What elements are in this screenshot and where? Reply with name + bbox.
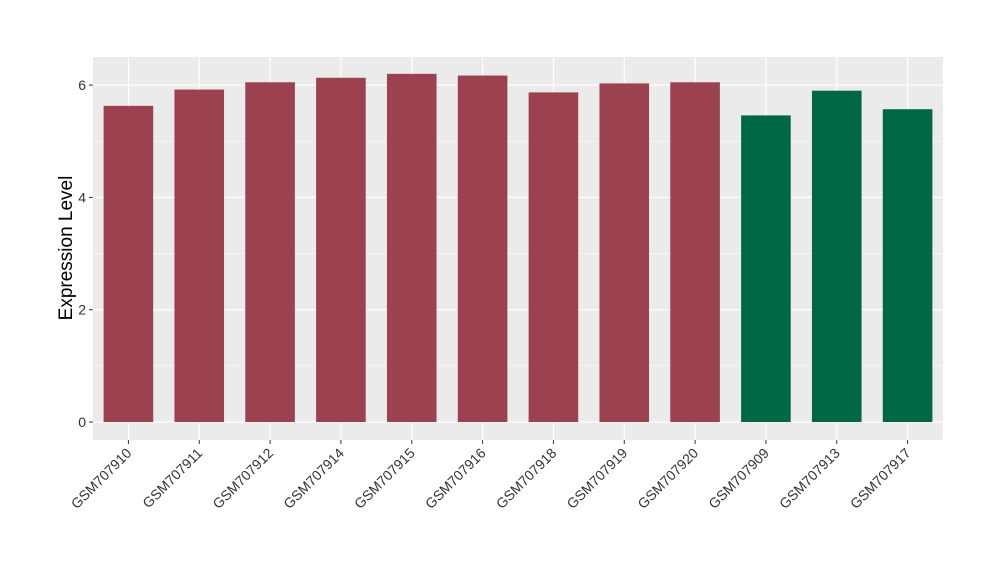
x-tick-label: GSM707916	[422, 445, 489, 512]
bar	[670, 82, 720, 423]
bar	[528, 92, 579, 423]
bar	[174, 89, 225, 423]
x-tick-label: GSM707918	[493, 445, 560, 512]
x-tick-label: GSM707920	[634, 445, 701, 512]
x-tick-label: GSM707915	[351, 445, 418, 512]
bar	[599, 83, 650, 423]
bars	[103, 73, 933, 423]
y-tick-label: 0	[78, 414, 86, 430]
y-tick-label: 4	[78, 189, 86, 205]
x-tick-label: GSM707917	[847, 445, 914, 512]
bar	[882, 109, 933, 423]
y-axis: 0 2 4 6	[78, 77, 93, 430]
plot-panel	[93, 57, 943, 440]
bar	[386, 73, 437, 423]
y-axis-title: Expression Level	[56, 176, 77, 321]
bar	[316, 77, 366, 423]
x-tick-label: GSM707909	[705, 445, 772, 512]
bar	[103, 105, 154, 423]
x-tick-label: GSM707912	[209, 445, 276, 512]
bar	[741, 115, 791, 423]
y-tick-label: 2	[78, 302, 86, 318]
minor-gridlines	[93, 140, 943, 367]
bar	[245, 82, 295, 423]
bar	[811, 90, 862, 423]
x-tick-label: GSM707919	[563, 445, 630, 512]
x-tick-label: GSM707913	[776, 445, 843, 512]
x-axis: GSM707910 GSM707911 GSM707912 GSM707914 GSM7…	[68, 440, 914, 512]
x-tick-label: GSM707910	[68, 445, 135, 512]
x-tick-label: GSM707911	[139, 445, 205, 511]
x-tick-label: GSM707914	[280, 445, 347, 512]
bar	[457, 75, 508, 423]
y-tick-label: 6	[78, 77, 86, 93]
